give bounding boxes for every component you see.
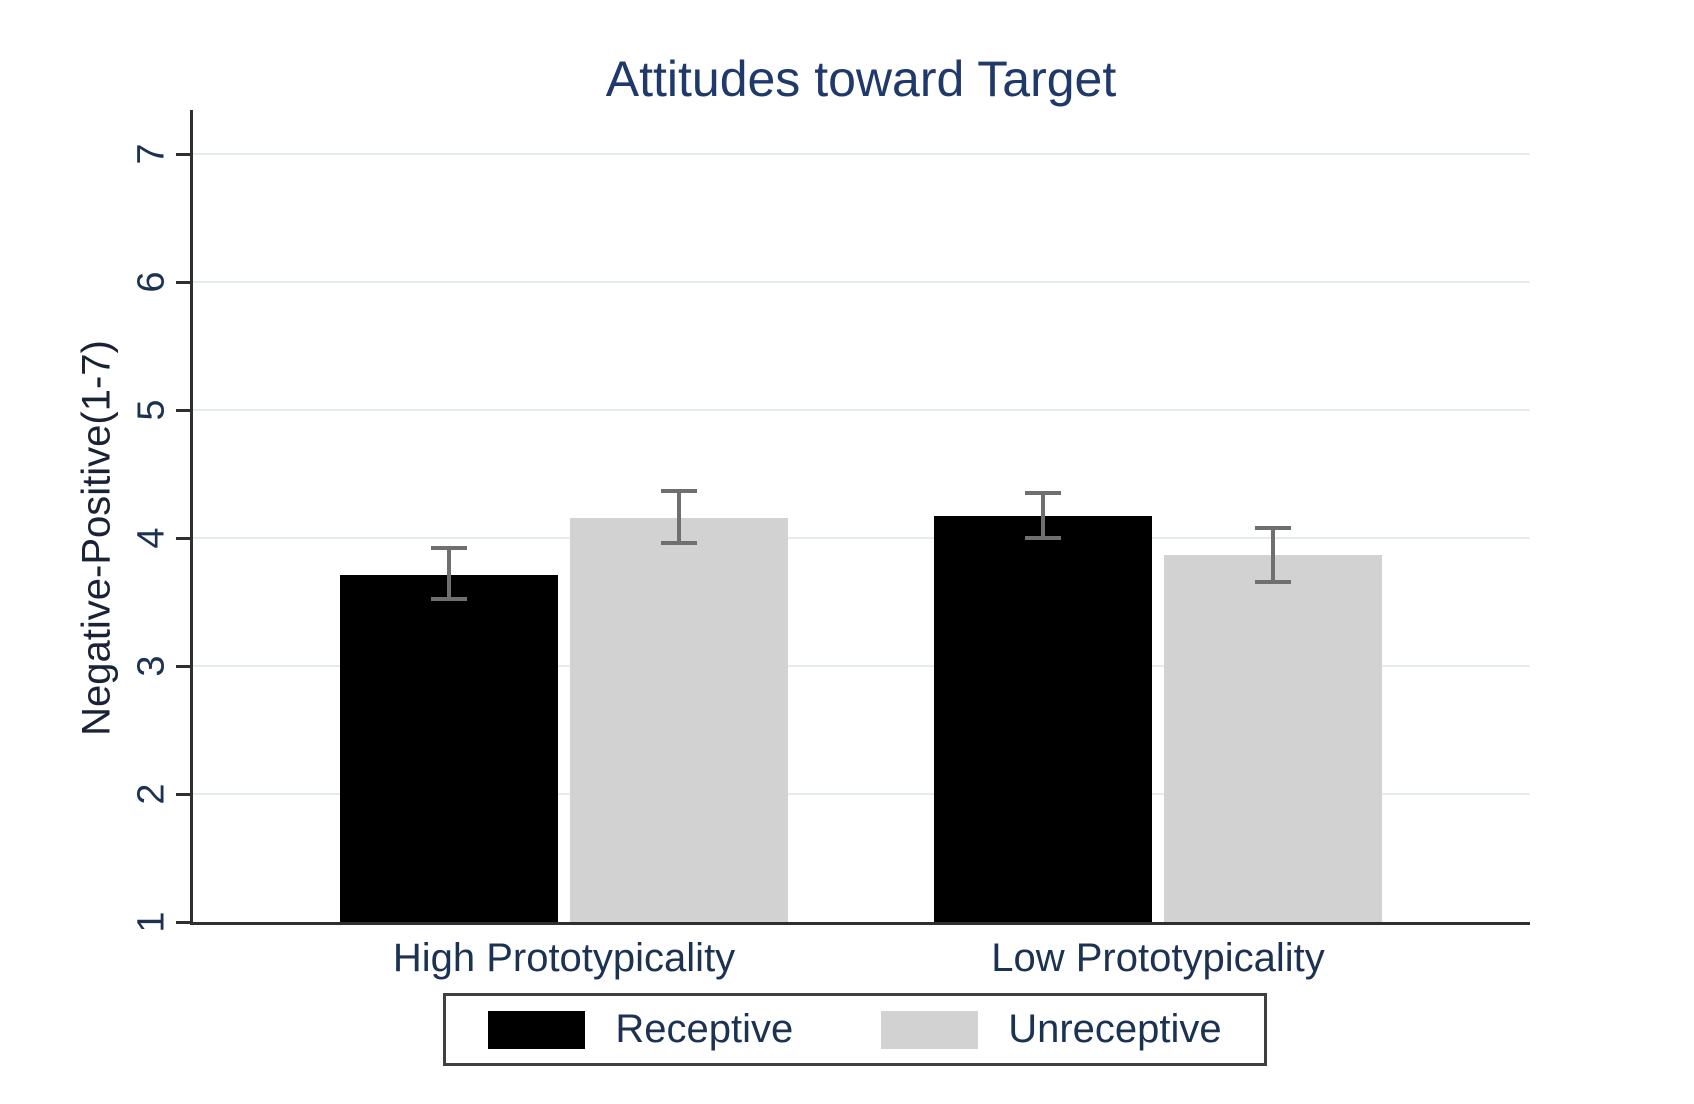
legend-entry: Receptive — [488, 1007, 793, 1052]
bar-unreceptive — [570, 517, 788, 922]
legend-swatch-unreceptive — [881, 1010, 979, 1049]
bar-receptive — [934, 516, 1152, 922]
error-bar-cap-top — [1255, 525, 1291, 530]
y-gridline — [193, 281, 1530, 283]
legend: Receptive Unreceptive — [443, 993, 1267, 1066]
y-tick-mark — [176, 409, 191, 412]
y-tick-label: 5 — [130, 399, 173, 421]
error-bar-line — [1271, 527, 1275, 582]
y-tick-label: 4 — [130, 527, 173, 549]
y-tick-mark — [176, 537, 191, 540]
y-tick-label: 3 — [130, 655, 173, 677]
bar-receptive — [340, 575, 558, 922]
error-bar-cap-top — [661, 488, 697, 493]
error-bar-cap-bottom — [1025, 536, 1061, 540]
legend-entry: Unreceptive — [881, 1007, 1222, 1052]
y-gridline — [193, 793, 1530, 795]
y-tick-mark — [176, 281, 191, 284]
error-bar-cap-bottom — [431, 597, 467, 602]
y-tick-mark — [176, 921, 191, 924]
error-bar-line — [1041, 493, 1045, 538]
x-axis-line — [190, 922, 1530, 925]
chart-title: Attitudes toward Target — [605, 51, 1117, 107]
legend-swatch-receptive — [488, 1010, 586, 1049]
y-axis-line — [190, 110, 193, 925]
y-tick-label: 1 — [130, 911, 173, 933]
error-bar-line — [447, 548, 451, 600]
legend-label: Receptive — [615, 1007, 794, 1051]
y-tick-label: 6 — [130, 271, 173, 293]
error-bar-cap-bottom — [1255, 579, 1291, 584]
error-bar-cap-top — [431, 546, 467, 551]
legend-label: Unreceptive — [1008, 1007, 1222, 1051]
y-gridline — [193, 153, 1530, 155]
y-tick-mark — [176, 793, 191, 796]
x-category-label: High Prototypicality — [392, 936, 736, 980]
error-bar-cap-bottom — [661, 541, 697, 546]
y-tick-label: 7 — [130, 143, 173, 165]
y-gridline — [193, 537, 1530, 539]
x-category-label: Low Prototypicality — [991, 936, 1325, 980]
error-bar-cap-top — [1025, 491, 1061, 496]
y-axis-title: Negative-Positive(1-7) — [74, 340, 119, 736]
y-tick-label: 2 — [130, 783, 173, 805]
bar-unreceptive — [1164, 554, 1382, 922]
error-bar-line — [677, 490, 681, 544]
y-tick-mark — [176, 665, 191, 668]
y-gridline — [193, 665, 1530, 667]
y-tick-mark — [176, 153, 191, 156]
y-gridline — [193, 409, 1530, 411]
